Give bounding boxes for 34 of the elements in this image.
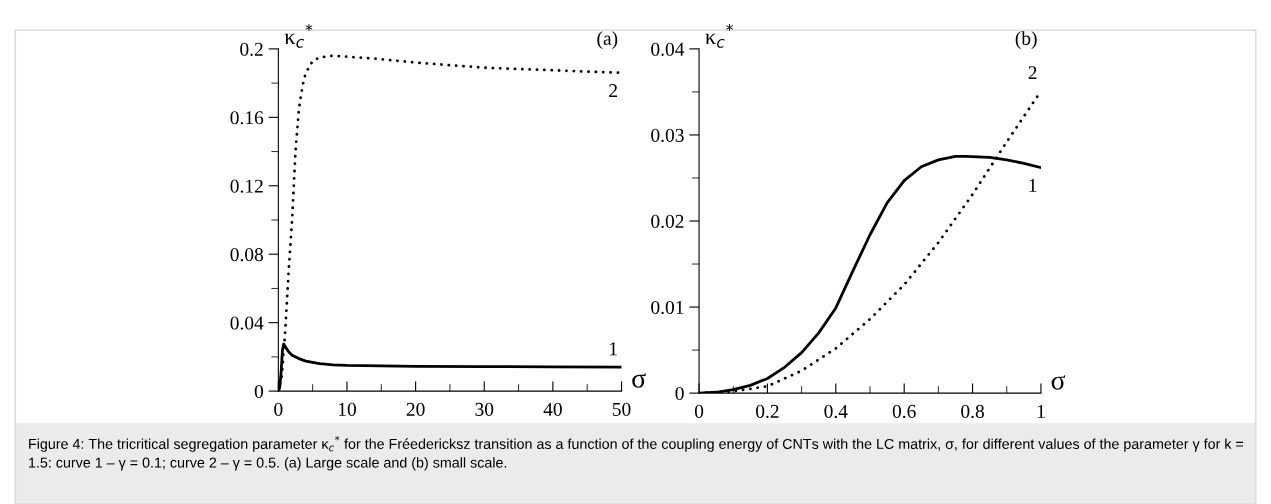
x-tick-label: 0 bbox=[274, 402, 283, 416]
x-tick-label: 30 bbox=[475, 402, 494, 416]
y-axis-title: κ$_{c}$$^{*}$ bbox=[705, 23, 733, 48]
y-axis-title: κ$_{c}$$^{*}$ bbox=[284, 23, 313, 48]
y-tick-label: 0.03 bbox=[651, 128, 684, 142]
annotation: 1 bbox=[1029, 178, 1037, 192]
y-tick-label: 0.08 bbox=[230, 248, 264, 262]
x-tick-label: 0 bbox=[694, 404, 704, 418]
y-tick-label: 0.01 bbox=[651, 300, 684, 315]
x-tick-label: 1 bbox=[1037, 404, 1045, 418]
x-tick-label: 0.8 bbox=[961, 404, 984, 418]
annotation: 1 bbox=[610, 342, 617, 356]
x-axis-title: σ bbox=[1051, 375, 1066, 390]
x-tick-label: 0.2 bbox=[756, 404, 779, 418]
x-tick-label: 0.6 bbox=[892, 404, 916, 418]
y-tick-label: 0.16 bbox=[230, 111, 264, 125]
y-tick-label: 0 bbox=[675, 386, 684, 401]
annotation: 2 bbox=[1028, 66, 1037, 80]
caption: Figure 4: The tricritical segregation parameter κ$_{c}$$^{*}$ for the Fréedericksz transition as a function of the coupling energy of CNTs with the LC matrix, σ, for different values of the parameter γ for k = 1.5: curve 1 – γ = 0.1; curve 2 – γ = 0.5. (a) Large scale and (b) small scale. bbox=[29, 435, 1244, 471]
y-tick-label: 0.12 bbox=[230, 179, 263, 193]
x-tick-label: 0.4 bbox=[824, 404, 848, 418]
x-tick-label: 10 bbox=[338, 402, 356, 416]
text: (b) bbox=[1015, 31, 1037, 49]
x-axis-title: σ bbox=[632, 373, 646, 388]
y-tick-label: 0.04 bbox=[230, 316, 264, 330]
annotation: (a) bbox=[597, 31, 618, 49]
y-tick-label: 0.02 bbox=[651, 214, 684, 229]
x-tick-label: 40 bbox=[543, 402, 562, 416]
y-tick-label: 0 bbox=[254, 384, 264, 399]
x-tick-label: 50 bbox=[612, 402, 631, 416]
x-tick-label: 20 bbox=[406, 402, 425, 416]
y-tick-label: 0.04 bbox=[651, 42, 685, 56]
annotation: 2 bbox=[609, 84, 617, 97]
y-tick-label: 0.2 bbox=[240, 42, 263, 56]
